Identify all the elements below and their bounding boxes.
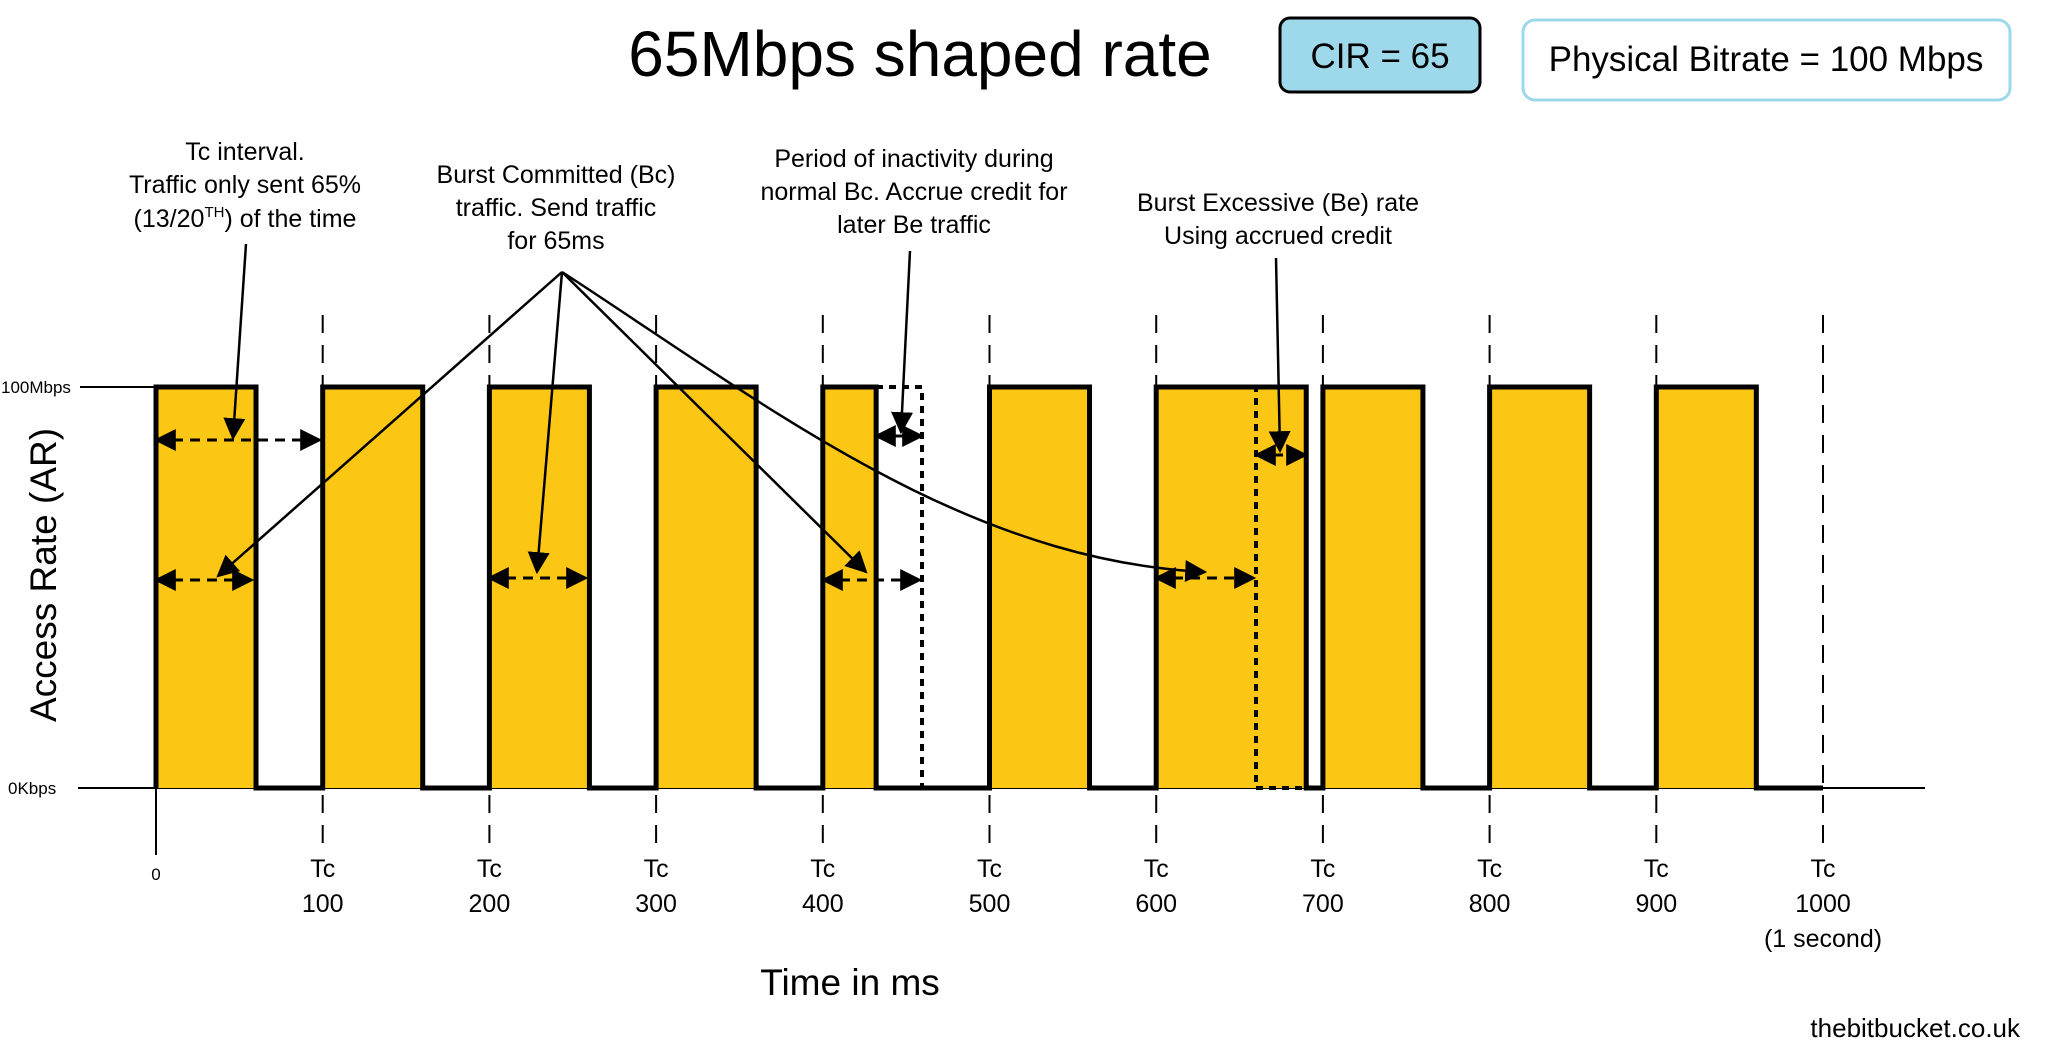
annotation-burst-committed: Burst Committed (Bc) traffic. Send traff… bbox=[437, 161, 676, 255]
x-tick-note-1-second: (1 second) bbox=[1764, 925, 1882, 953]
cir-label: CIR = 65 bbox=[1310, 37, 1449, 76]
x-tick-prefix-900: Tc bbox=[1644, 855, 1669, 883]
svg-text:later Be traffic: later Be traffic bbox=[837, 211, 991, 239]
burst-bars bbox=[156, 387, 1757, 788]
x-tick-value-800: 800 bbox=[1469, 890, 1511, 918]
tc-callout-arrow bbox=[223, 243, 248, 441]
svg-text:Using accrued credit: Using accrued credit bbox=[1164, 222, 1392, 250]
svg-text:traffic. Send traffic: traffic. Send traffic bbox=[456, 194, 657, 222]
x-tick-prefix-600: Tc bbox=[1144, 855, 1169, 883]
dimension-arrows bbox=[153, 425, 1309, 591]
y-tick-label-0kbps: 0Kbps bbox=[8, 779, 56, 798]
x-tick-value-1000: 1000 bbox=[1795, 890, 1851, 918]
bc-callout-arrow-3 bbox=[561, 271, 868, 574]
x-tick-prefix-100: Tc bbox=[310, 855, 335, 883]
x-axis-title: Time in ms bbox=[760, 962, 940, 1003]
inactivity-callout-arrow bbox=[890, 250, 913, 435]
burst-bar-1 bbox=[156, 387, 257, 788]
svg-text:Tc interval.: Tc interval. bbox=[185, 138, 304, 166]
y-axis-title: Access Rate (AR) bbox=[23, 428, 64, 722]
bc-callout-arrow-2 bbox=[527, 271, 564, 575]
burst-bar-7 bbox=[1156, 387, 1307, 788]
svg-text:(13/20TH) of the time: (13/20TH) of the time bbox=[134, 204, 357, 233]
svg-text:for 65ms: for 65ms bbox=[507, 227, 604, 255]
y-tick-label-100mbps: 100Mbps bbox=[1, 378, 71, 397]
x-tick-value-100: 100 bbox=[302, 890, 344, 918]
burst-bar-8 bbox=[1322, 387, 1423, 788]
x-tick-prefix-500: Tc bbox=[977, 855, 1002, 883]
x-tick-value-600: 600 bbox=[1135, 890, 1177, 918]
cir-box: CIR = 65 bbox=[1278, 16, 1482, 94]
burst-bar-2 bbox=[322, 387, 423, 788]
x-tick-value-700: 700 bbox=[1302, 890, 1344, 918]
annotation-tc-interval: Tc interval. Traffic only sent 65% (13/2… bbox=[129, 138, 361, 233]
x-tick-prefix-200: Tc bbox=[477, 855, 502, 883]
burst-bar-3 bbox=[489, 387, 590, 788]
svg-text:Burst Committed (Bc): Burst Committed (Bc) bbox=[437, 161, 676, 189]
x-tick-value-300: 300 bbox=[635, 890, 677, 918]
x-origin-label: 0 bbox=[151, 865, 160, 884]
physical-bitrate-box: Physical Bitrate = 100 Mbps bbox=[1521, 18, 2012, 102]
burst-bar-9 bbox=[1489, 387, 1590, 788]
signal-waveform bbox=[153, 384, 1823, 791]
diagram-title: 65Mbps shaped rate bbox=[628, 18, 1212, 90]
inactivity-period-outline bbox=[874, 385, 924, 790]
bc-callout-arrow-1 bbox=[216, 271, 563, 578]
x-tick-value-200: 200 bbox=[469, 890, 511, 918]
physical-bitrate-label: Physical Bitrate = 100 Mbps bbox=[1549, 40, 1984, 79]
x-tick-labels: Tc 100 Tc 200 Tc 300 Tc 400 Tc 500 Tc 600 Tc 700 Tc 800… bbox=[302, 855, 1851, 918]
svg-text:normal Bc. Accrue credit for: normal Bc. Accrue credit for bbox=[760, 178, 1067, 206]
x-tick-prefix-800: Tc bbox=[1477, 855, 1502, 883]
be-credit-outline bbox=[1254, 385, 1308, 790]
x-tick-value-500: 500 bbox=[969, 890, 1011, 918]
annotation-inactivity: Period of inactivity during normal Bc. A… bbox=[760, 145, 1067, 239]
site-credit: thebitbucket.co.uk bbox=[1810, 1013, 2021, 1043]
x-tick-prefix-1000: Tc bbox=[1811, 855, 1836, 883]
x-tick-value-400: 400 bbox=[802, 890, 844, 918]
burst-bar-4 bbox=[656, 387, 757, 788]
burst-bar-10 bbox=[1656, 387, 1757, 788]
bc-callout-arrow-4 bbox=[561, 270, 1208, 583]
callout-arrows bbox=[216, 243, 1291, 583]
x-tick-prefix-700: Tc bbox=[1310, 855, 1335, 883]
burst-bar-6 bbox=[989, 387, 1090, 788]
svg-text:Period of inactivity during: Period of inactivity during bbox=[774, 145, 1053, 173]
svg-text:Burst Excessive (Be) rate: Burst Excessive (Be) rate bbox=[1137, 189, 1419, 217]
x-tick-prefix-300: Tc bbox=[644, 855, 669, 883]
svg-text:Traffic only sent 65%: Traffic only sent 65% bbox=[129, 171, 361, 199]
be-callout-arrow bbox=[1268, 257, 1291, 454]
x-tick-prefix-400: Tc bbox=[810, 855, 835, 883]
x-tick-value-900: 900 bbox=[1635, 890, 1677, 918]
annotation-burst-excessive: Burst Excessive (Be) rate Using accrued … bbox=[1137, 189, 1419, 250]
